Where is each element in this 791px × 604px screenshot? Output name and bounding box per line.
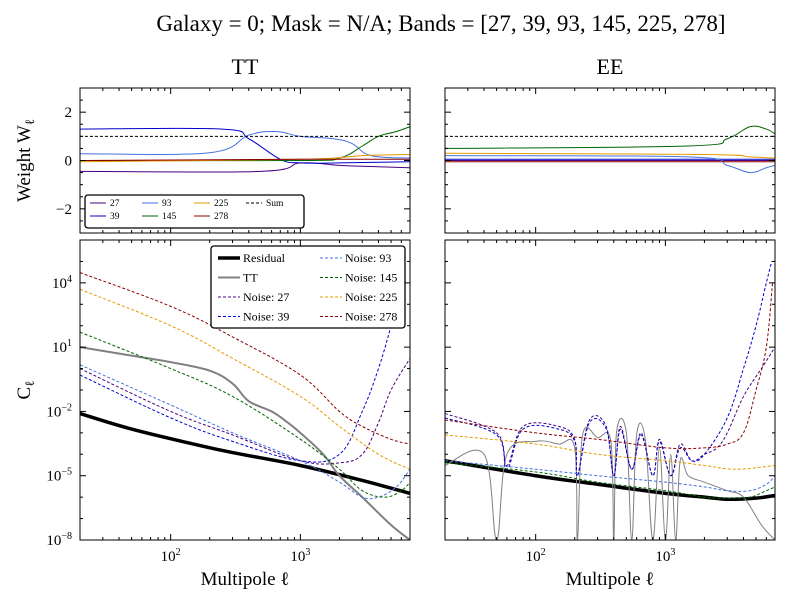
series-line-residual [445,459,775,502]
series-line-39 [80,127,410,164]
series-line-noise-93 [80,364,410,500]
ee-column-title: EE [597,54,624,79]
series-line-ee [445,417,775,540]
series-line-noise-27 [445,346,775,477]
series-line-27 [80,162,410,173]
x-tick-label: 102 [161,547,181,565]
legend-entry-label: Noise: 39 [243,310,289,324]
series-line-noise-278 [445,282,774,450]
series-line-noise-27 [80,358,410,465]
legend-entry-label: 225 [214,199,229,209]
series-line-93 [80,130,410,159]
figure-suptitle: Galaxy = 0; Mask = N/A; Bands = [27, 39,… [156,11,725,36]
series-line-noise-39 [80,282,402,463]
y-tick-label: 10−2 [46,402,72,420]
legend-frame [84,194,305,229]
y-tick-label: 104 [52,274,72,292]
x-tick-label: 103 [655,547,675,565]
series-line-145 [80,126,410,162]
y-tick-label: −2 [56,202,72,218]
legend-entry-label: 145 [162,212,177,222]
legend-entry-label: Noise: 278 [345,310,397,324]
legend-entry-label: Noise: 27 [243,290,289,304]
legend-entry-label: 27 [110,199,120,209]
x-axis-label: Multipole ℓ [566,569,655,590]
legend-entry-label: Noise: 145 [345,271,397,285]
series-line-93 [445,155,775,174]
x-axis-label: Multipole ℓ [201,569,290,590]
legend-spectra: Residual TT Noise: 27 Noise: 39 Noise: 93 Noi… [210,245,406,329]
series-group [445,261,775,540]
legend-frame [210,245,406,329]
series-line-residual [80,411,410,496]
series-group [80,126,410,173]
legend-entry-label: TT [243,271,258,285]
legend-entry-label: Sum [266,199,284,209]
y-tick-label: 10−8 [46,531,72,549]
series-line-145 [445,125,775,149]
series-line-noise-225 [80,288,410,470]
legend-entry-label: 93 [162,199,172,209]
series-line-noise-145 [80,331,410,498]
series-line-noise-39 [445,261,773,477]
y-axis-label: Weight Wℓ [14,119,37,202]
panel-0: −2 0 2 Weight Wℓ [14,87,411,234]
tt-column-title: TT [232,54,259,79]
legend-entry-label: Noise: 93 [345,251,391,265]
y-tick-label: 2 [65,105,73,121]
series-line-225 [445,152,775,159]
legend-entry-label: 39 [110,212,120,222]
y-tick-label: 0 [65,154,73,170]
axes-frame [444,239,776,541]
series-line-278 [80,158,410,161]
y-tick-label: 10−5 [46,467,72,485]
y-axis-label: Cℓ [14,381,37,400]
series-group [445,125,775,174]
legend-entry-label: Noise: 225 [345,290,397,304]
panel-1 [444,87,776,234]
y-tick-label: 101 [52,338,72,356]
series-line-noise-225 [445,434,775,470]
legend-entry-label: Residual [243,251,286,265]
x-tick-label: 102 [526,547,546,565]
series-line-tt [80,346,410,540]
series-line-noise-278 [80,272,410,445]
x-tick-label: 103 [290,547,310,565]
series-group [80,272,410,540]
legend-weights: 27 93 225 Sum 39 145 278 [84,194,305,229]
legend-entry-label: 278 [214,212,229,222]
